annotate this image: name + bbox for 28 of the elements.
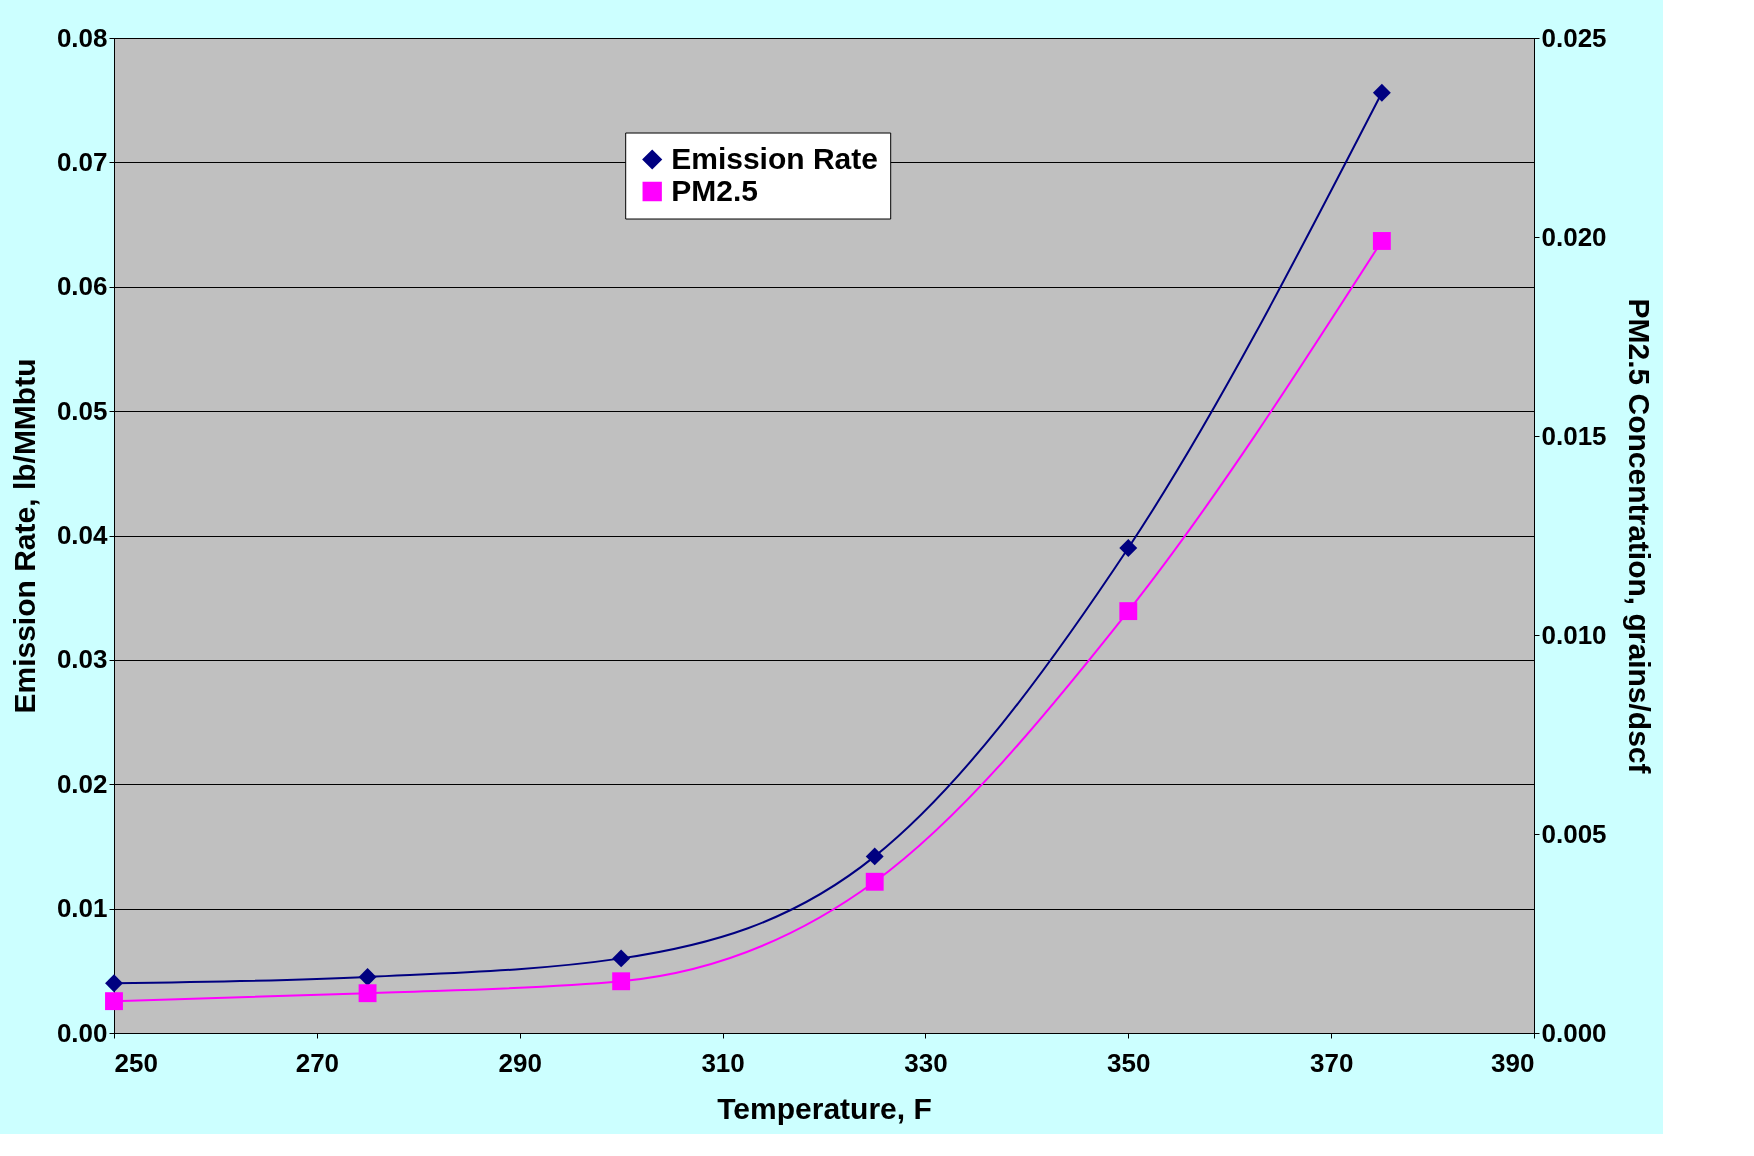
x-tick-label: 250	[114, 1047, 158, 1078]
y-tick-label: 0.05	[56, 395, 108, 426]
x-tick-label: 290	[498, 1047, 542, 1078]
y-tick-label: 0.08	[56, 22, 108, 53]
y2-tick-label: 0.020	[1541, 221, 1607, 252]
x-tick-label: 330	[904, 1047, 948, 1078]
y2-tick-label: 0.005	[1541, 818, 1607, 849]
y-tick-label: 0.07	[56, 146, 108, 177]
x-tick-label: 390	[1491, 1047, 1535, 1078]
legend-label: Emission Rate	[671, 141, 878, 175]
x-tick-label: 270	[295, 1047, 340, 1078]
y-tick-label: 0.01	[56, 893, 108, 924]
y2-tick-label: 0.010	[1541, 619, 1607, 650]
y2-tick-label: 0.015	[1541, 420, 1607, 451]
y-tick-label: 0.04	[56, 520, 109, 550]
y-tick-label: 0.06	[56, 271, 108, 302]
x-tick-label: 370	[1309, 1047, 1354, 1078]
y-axis-title: Emission Rate, lb/MMbtu	[7, 358, 41, 714]
x-axis-title: Temperature, F	[717, 1091, 932, 1125]
y2-tick-label: 0.025	[1541, 22, 1607, 53]
x-tick-label: 310	[701, 1047, 745, 1078]
y2-tick-label: 0.000	[1541, 1017, 1607, 1048]
y-tick-label: 0.03	[56, 644, 108, 675]
x-tick-label: 350	[1107, 1047, 1151, 1078]
y-tick-label: 0.00	[56, 1017, 108, 1048]
y-tick-label: 0.02	[56, 768, 108, 799]
y2-axis-title: PM2.5 Concentration, grains/dscf	[1622, 298, 1656, 775]
legend-label: PM2.5	[671, 173, 758, 207]
